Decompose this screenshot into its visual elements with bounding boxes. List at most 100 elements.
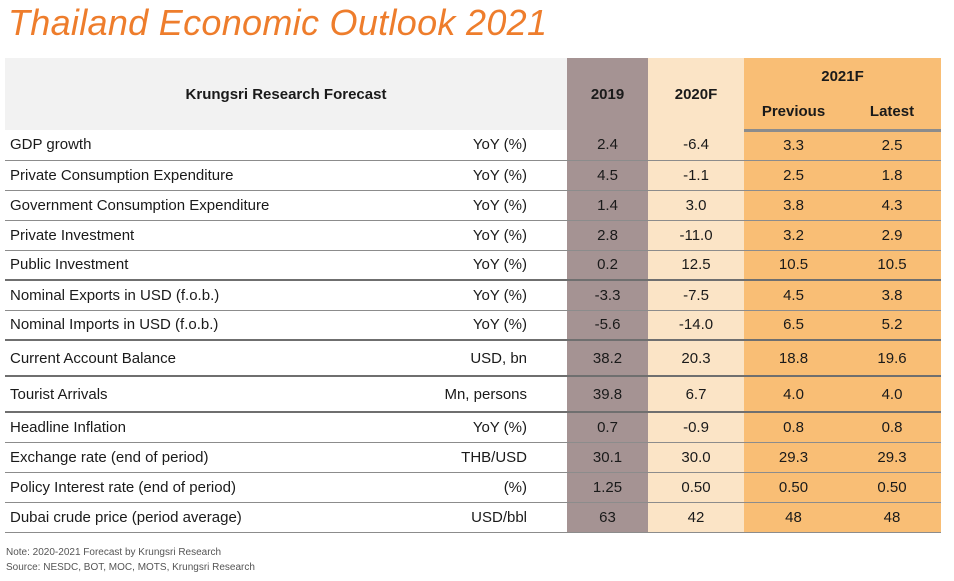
- indicator-label: Government Consumption Expenditure: [5, 190, 433, 221]
- value-2021-latest: 4.3: [843, 190, 942, 221]
- indicator-label: Policy Interest rate (end of period): [5, 472, 433, 503]
- table-row: GDP growth YoY (%) 2.4 -6.4 3.3 2.5: [5, 130, 942, 161]
- unit-label: YoY (%): [433, 190, 568, 221]
- table-row: Public Investment YoY (%) 0.2 12.5 10.5 10.5: [5, 250, 942, 281]
- table-body: GDP growth YoY (%) 2.4 -6.4 3.3 2.5 Private Co…: [5, 130, 942, 533]
- indicator-label: Tourist Arrivals: [5, 376, 433, 413]
- value-2020f: 30.0: [648, 442, 745, 473]
- indicator-label: Public Investment: [5, 250, 433, 281]
- indicator-label: Exchange rate (end of period): [5, 442, 433, 473]
- value-2020f: -7.5: [648, 280, 745, 311]
- unit-label: (%): [433, 472, 568, 503]
- page-title: Thailand Economic Outlook 2021: [8, 2, 548, 43]
- value-2021-previous: 18.8: [744, 340, 844, 377]
- unit-label: YoY (%): [433, 220, 568, 251]
- value-2021-previous: 3.3: [744, 130, 844, 161]
- header-latest: Latest: [843, 94, 942, 132]
- source-note: Source: NESDC, BOT, MOC, MOTS, Krungsri …: [6, 562, 255, 573]
- value-2021-latest: 3.8: [843, 280, 942, 311]
- value-2020f: 6.7: [648, 376, 745, 413]
- value-2021-latest: 5.2: [843, 310, 942, 341]
- notes: Note: 2020-2021 Forecast by Krungsri Res…: [6, 545, 255, 575]
- value-2019: 1.4: [567, 190, 649, 221]
- value-2021-latest: 2.5: [843, 130, 942, 161]
- table-row: Private Consumption Expenditure YoY (%) 4.…: [5, 160, 942, 191]
- value-2020f: -14.0: [648, 310, 745, 341]
- value-2021-previous: 2.5: [744, 160, 844, 191]
- value-2021-previous: 29.3: [744, 442, 844, 473]
- forecast-note: Note: 2020-2021 Forecast by Krungsri Res…: [6, 547, 222, 558]
- value-2019: -3.3: [567, 280, 649, 311]
- value-2019: 0.7: [567, 412, 649, 443]
- value-2020f: -11.0: [648, 220, 745, 251]
- unit-label: YoY (%): [433, 250, 568, 281]
- value-2019: 0.2: [567, 250, 649, 281]
- table-row: Headline Inflation YoY (%) 0.7 -0.9 0.8 0.8: [5, 412, 942, 443]
- table-row: Tourist Arrivals Mn, persons 39.8 6.7 4.0 4.0: [5, 376, 942, 413]
- header-previous: Previous: [744, 94, 844, 132]
- header-2020f: 2020F: [648, 58, 745, 130]
- value-2021-latest: 1.8: [843, 160, 942, 191]
- indicator-label: GDP growth: [5, 130, 433, 161]
- value-2021-latest: 29.3: [843, 442, 942, 473]
- unit-label: THB/USD: [433, 442, 568, 473]
- unit-label: YoY (%): [433, 280, 568, 311]
- value-2021-previous: 3.2: [744, 220, 844, 251]
- table-row: Current Account Balance USD, bn 38.2 20.3 18…: [5, 340, 942, 377]
- table-row: Private Investment YoY (%) 2.8 -11.0 3.2 2.9: [5, 220, 942, 251]
- value-2019: 30.1: [567, 442, 649, 473]
- value-2019: 4.5: [567, 160, 649, 191]
- value-2021-latest: 48: [843, 502, 942, 533]
- value-2021-previous: 6.5: [744, 310, 844, 341]
- value-2021-latest: 0.8: [843, 412, 942, 443]
- value-2019: 2.8: [567, 220, 649, 251]
- indicator-label: Private Consumption Expenditure: [5, 160, 433, 191]
- unit-label: YoY (%): [433, 160, 568, 191]
- value-2021-previous: 3.8: [744, 190, 844, 221]
- value-2020f: 0.50: [648, 472, 745, 503]
- indicator-label: Nominal Imports in USD (f.o.b.): [5, 310, 433, 341]
- indicator-label: Nominal Exports in USD (f.o.b.): [5, 280, 433, 311]
- value-2019: 38.2: [567, 340, 649, 377]
- unit-label: YoY (%): [433, 130, 568, 161]
- table-row: Nominal Imports in USD (f.o.b.) YoY (%) -5…: [5, 310, 942, 341]
- table-row: Nominal Exports in USD (f.o.b.) YoY (%) -3…: [5, 280, 942, 311]
- value-2021-previous: 4.0: [744, 376, 844, 413]
- unit-label: USD, bn: [433, 340, 568, 377]
- value-2020f: 12.5: [648, 250, 745, 281]
- value-2019: 39.8: [567, 376, 649, 413]
- value-2021-latest: 0.50: [843, 472, 942, 503]
- table-row: Government Consumption Expenditure YoY (%…: [5, 190, 942, 221]
- value-2021-previous: 0.8: [744, 412, 844, 443]
- unit-label: USD/bbl: [433, 502, 568, 533]
- table-row: Policy Interest rate (end of period) (%) 1…: [5, 472, 942, 503]
- value-2019: 1.25: [567, 472, 649, 503]
- value-2020f: 42: [648, 502, 745, 533]
- value-2021-latest: 10.5: [843, 250, 942, 281]
- header-2021f: 2021F: [744, 58, 942, 94]
- value-2019: -5.6: [567, 310, 649, 341]
- value-2020f: -0.9: [648, 412, 745, 443]
- value-2019: 2.4: [567, 130, 649, 161]
- indicator-label: Current Account Balance: [5, 340, 433, 377]
- value-2021-latest: 19.6: [843, 340, 942, 377]
- value-2020f: 20.3: [648, 340, 745, 377]
- unit-label: YoY (%): [433, 412, 568, 443]
- value-2021-latest: 4.0: [843, 376, 942, 413]
- header-2019: 2019: [567, 58, 649, 130]
- indicator-label: Dubai crude price (period average): [5, 502, 433, 533]
- table-row: Exchange rate (end of period) THB/USD 30.1…: [5, 442, 942, 473]
- table-row: Dubai crude price (period average) USD/bb…: [5, 502, 942, 533]
- value-2021-previous: 4.5: [744, 280, 844, 311]
- forecast-header: Krungsri Research Forecast: [5, 58, 568, 130]
- indicator-label: Headline Inflation: [5, 412, 433, 443]
- indicator-label: Private Investment: [5, 220, 433, 251]
- value-2021-previous: 0.50: [744, 472, 844, 503]
- value-2020f: 3.0: [648, 190, 745, 221]
- unit-label: YoY (%): [433, 310, 568, 341]
- value-2019: 63: [567, 502, 649, 533]
- forecast-table: Krungsri Research Forecast 2019 2020F 20…: [5, 58, 942, 533]
- value-2021-previous: 48: [744, 502, 844, 533]
- value-2021-previous: 10.5: [744, 250, 844, 281]
- value-2020f: -6.4: [648, 130, 745, 161]
